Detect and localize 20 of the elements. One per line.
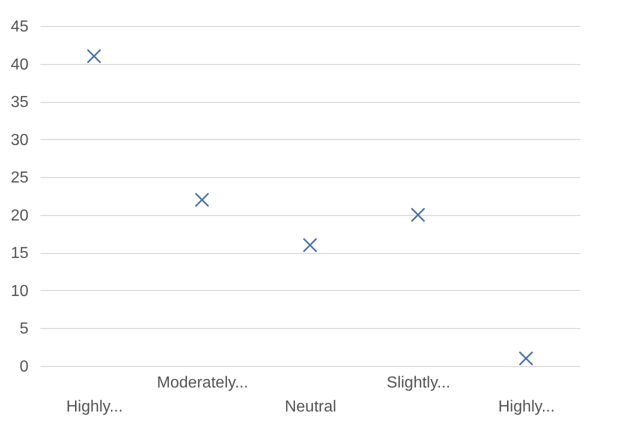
y-tick-label: 45 (10, 18, 29, 36)
point (302, 238, 318, 252)
y-tick-label: 15 (10, 245, 29, 262)
x-tick-label: Highly... (66, 398, 123, 416)
x-tick-label: Moderately... (156, 374, 248, 392)
x-tick-label: Neutral (284, 398, 336, 416)
point (194, 192, 210, 208)
y-tick-label: 10 (10, 282, 29, 300)
y-tick-label: 25 (10, 170, 29, 187)
point (518, 351, 534, 366)
y-tick-label: 5 (20, 320, 29, 338)
point (410, 208, 426, 222)
point (86, 48, 102, 64)
x-tick-label: Highly... (498, 398, 555, 416)
y-tick-label: 30 (10, 132, 29, 149)
y-tick-label: 40 (10, 56, 29, 74)
y-tick-label: 35 (10, 94, 29, 112)
x-tick-label: Slightly... (386, 374, 450, 392)
y-tick-label: 20 (10, 207, 29, 224)
y-tick-label: 0 (20, 358, 29, 376)
